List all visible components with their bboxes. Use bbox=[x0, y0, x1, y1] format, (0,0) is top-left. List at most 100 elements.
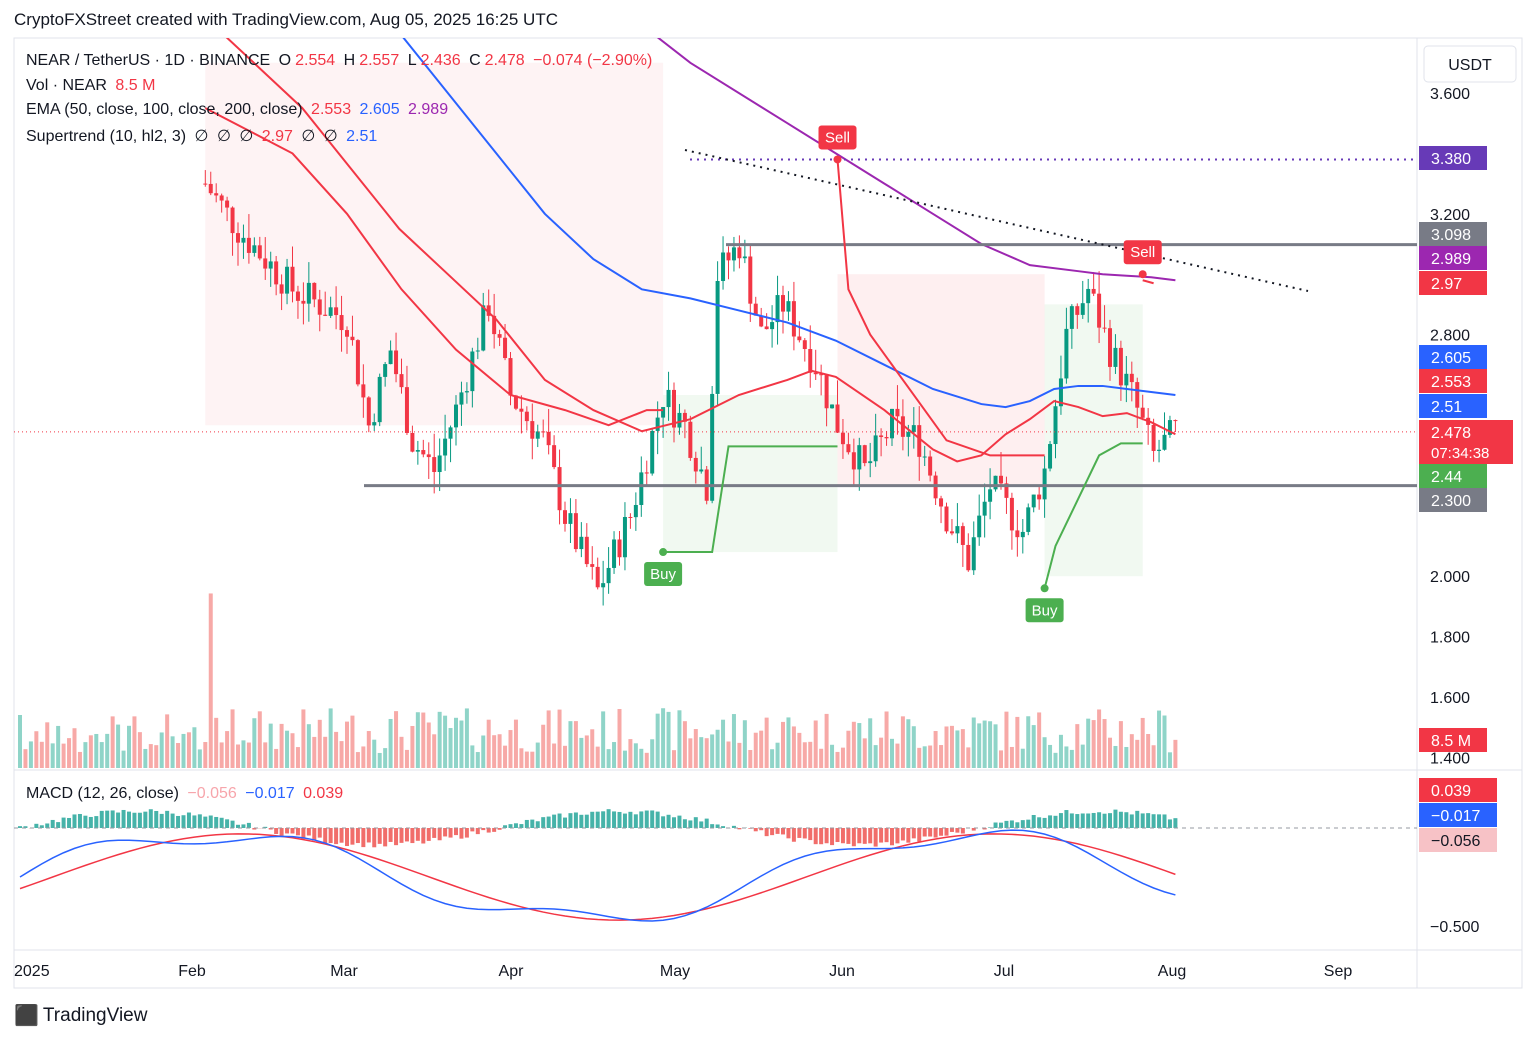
chart-frame bbox=[13, 37, 1523, 989]
macd-histogram-bar bbox=[1058, 813, 1063, 828]
volume-bar bbox=[857, 723, 862, 768]
volume-bar bbox=[464, 708, 469, 768]
candle-body bbox=[579, 536, 584, 550]
macd-histogram-bar bbox=[481, 828, 486, 831]
st-empty-2: ∅ bbox=[216, 128, 231, 145]
symbol-name[interactable]: NEAR / TetherUS · 1D · BINANCE bbox=[26, 52, 271, 69]
candle-body bbox=[546, 431, 551, 446]
macd-histogram-bar bbox=[219, 817, 224, 828]
volume-bar bbox=[127, 725, 131, 768]
candle-body bbox=[1124, 373, 1129, 386]
countdown-label: 07:34:38 bbox=[1431, 445, 1489, 462]
macd-label[interactable]: MACD (12, 26, close) bbox=[26, 785, 179, 802]
macd-histogram-bar bbox=[186, 812, 191, 828]
volume-bar bbox=[50, 743, 55, 768]
candle-body bbox=[949, 531, 954, 534]
price-label-badge bbox=[1419, 146, 1487, 170]
macd-histogram-bar bbox=[159, 813, 164, 828]
candle-body bbox=[835, 404, 840, 433]
macd-label-text: −0.017 bbox=[1431, 808, 1480, 825]
volume-bar bbox=[541, 724, 546, 768]
macd-histogram-bar bbox=[541, 817, 546, 828]
volume-bar bbox=[557, 709, 562, 768]
ema-label[interactable]: EMA (50, close, 100, close, 200, close) bbox=[26, 101, 303, 118]
macd-histogram-bar bbox=[192, 815, 197, 828]
tradingview-logo[interactable]: ⬛ TradingView bbox=[14, 1003, 147, 1028]
macd-histogram-bar bbox=[415, 828, 420, 841]
volume-bar bbox=[421, 712, 426, 768]
volume-bar bbox=[666, 711, 671, 768]
supertrend-label[interactable]: Supertrend (10, hl2, 3) bbox=[26, 128, 187, 145]
macd-histogram-bar bbox=[372, 828, 377, 848]
close-value: 2.478 bbox=[484, 52, 525, 69]
candle-body bbox=[399, 374, 404, 388]
volume-bar bbox=[1069, 749, 1074, 768]
candle-body bbox=[917, 425, 922, 457]
macd-histogram-bar bbox=[584, 814, 589, 828]
volume-bar bbox=[366, 731, 371, 768]
volume-label[interactable]: Vol · NEAR bbox=[26, 77, 107, 94]
volume-bar bbox=[519, 748, 524, 768]
macd-histogram-bar bbox=[110, 810, 115, 828]
price-tick-label: 1.400 bbox=[1430, 750, 1470, 767]
macd-histogram-bar bbox=[1015, 822, 1020, 828]
macd-histogram-bar bbox=[1026, 819, 1031, 828]
volume-bar bbox=[481, 735, 486, 768]
candle-body bbox=[524, 411, 529, 422]
time-tick-label: Sep bbox=[1324, 963, 1353, 980]
candle-body bbox=[503, 337, 508, 359]
candle-body bbox=[557, 467, 562, 511]
volume-bar bbox=[383, 748, 388, 768]
volume-bar bbox=[922, 746, 927, 768]
macd-histogram-bar bbox=[383, 828, 388, 847]
macd-histogram-bar bbox=[971, 828, 976, 831]
candle-body bbox=[1162, 434, 1167, 450]
candle-body bbox=[317, 299, 322, 315]
macd-histogram-bar bbox=[677, 815, 682, 828]
macd-histogram-bar bbox=[1140, 813, 1145, 828]
candle-body bbox=[328, 307, 333, 316]
candle-body bbox=[1157, 449, 1162, 451]
volume-bar bbox=[1086, 718, 1091, 768]
macd-label-text: −0.056 bbox=[1431, 833, 1480, 850]
candle-body bbox=[1020, 531, 1025, 538]
candle-body bbox=[884, 437, 889, 439]
macd-histogram-bar bbox=[132, 812, 137, 828]
macd-histogram-bar bbox=[105, 810, 110, 828]
macd-histogram-bar bbox=[911, 828, 916, 839]
candle-body bbox=[464, 391, 469, 393]
supertrend-up-fill bbox=[663, 395, 838, 553]
high-label: H bbox=[343, 52, 356, 69]
macd-histogram-bar bbox=[1151, 814, 1156, 828]
macd-histogram-bar bbox=[1162, 814, 1167, 828]
price-label-text: 2.478 bbox=[1431, 425, 1471, 442]
macd-histogram-bar bbox=[426, 828, 431, 841]
volume-bar bbox=[650, 739, 655, 768]
volume-bar bbox=[808, 741, 813, 768]
supertrend-down-line bbox=[1142, 279, 1154, 285]
candle-body bbox=[323, 314, 328, 316]
macd-histogram-bar bbox=[214, 816, 219, 828]
macd-histogram-bar bbox=[857, 828, 862, 844]
macd-histogram-bar bbox=[1108, 813, 1112, 828]
volume-bar bbox=[873, 745, 878, 768]
candle-body bbox=[334, 307, 339, 316]
macd-histogram-bar bbox=[770, 828, 775, 836]
macd-histogram-bar bbox=[77, 813, 82, 828]
volume-bar bbox=[802, 742, 807, 768]
volume-bar bbox=[688, 738, 693, 768]
candle-body bbox=[383, 364, 388, 377]
volume-bar bbox=[1058, 734, 1063, 768]
volume-bar bbox=[748, 749, 753, 768]
volume-bar bbox=[18, 714, 22, 768]
macd-histogram-bar bbox=[503, 825, 508, 828]
macd-histogram-bar bbox=[306, 828, 311, 836]
candle-body bbox=[355, 340, 360, 385]
volume-value: 8.5 M bbox=[115, 77, 156, 94]
candle-body bbox=[541, 431, 546, 433]
candle-body bbox=[1004, 483, 1009, 498]
candle-body bbox=[492, 315, 497, 335]
macd-histogram-bar bbox=[731, 825, 736, 828]
volume-bar bbox=[753, 732, 758, 768]
